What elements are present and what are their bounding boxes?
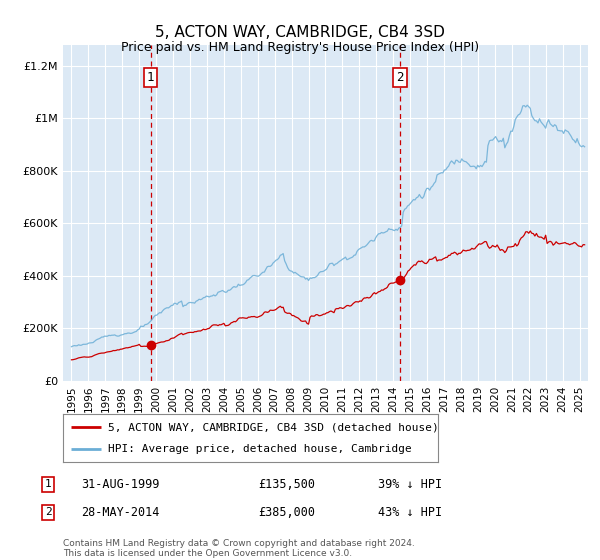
Text: 31-AUG-1999: 31-AUG-1999: [81, 478, 160, 491]
Text: 28-MAY-2014: 28-MAY-2014: [81, 506, 160, 519]
Text: 43% ↓ HPI: 43% ↓ HPI: [378, 506, 442, 519]
Text: £385,000: £385,000: [258, 506, 315, 519]
Text: 1: 1: [147, 71, 154, 84]
Text: 5, ACTON WAY, CAMBRIDGE, CB4 3SD (detached house): 5, ACTON WAY, CAMBRIDGE, CB4 3SD (detach…: [108, 422, 439, 432]
Text: 2: 2: [44, 507, 52, 517]
Text: 2: 2: [397, 71, 404, 84]
Text: Contains HM Land Registry data © Crown copyright and database right 2024.
This d: Contains HM Land Registry data © Crown c…: [63, 539, 415, 558]
Text: 39% ↓ HPI: 39% ↓ HPI: [378, 478, 442, 491]
Text: HPI: Average price, detached house, Cambridge: HPI: Average price, detached house, Camb…: [108, 444, 412, 454]
Text: £135,500: £135,500: [258, 478, 315, 491]
Text: 5, ACTON WAY, CAMBRIDGE, CB4 3SD: 5, ACTON WAY, CAMBRIDGE, CB4 3SD: [155, 25, 445, 40]
Text: 1: 1: [44, 479, 52, 489]
Text: Price paid vs. HM Land Registry's House Price Index (HPI): Price paid vs. HM Land Registry's House …: [121, 41, 479, 54]
